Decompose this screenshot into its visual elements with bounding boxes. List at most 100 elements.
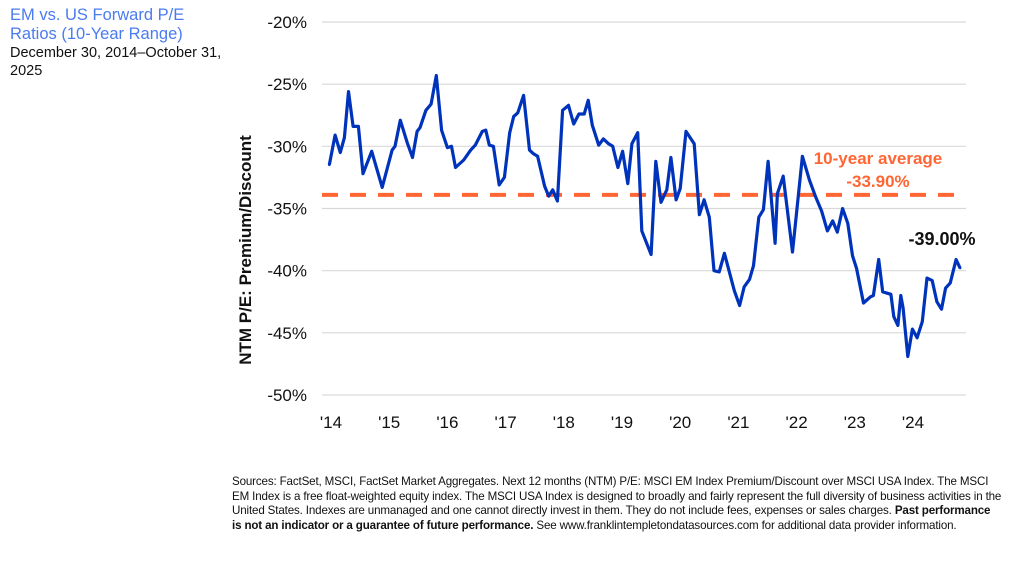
- x-tick-label: '20: [669, 413, 691, 432]
- data-point: [717, 270, 721, 274]
- data-point: [390, 148, 394, 152]
- data-point: [757, 216, 760, 219]
- data-point: [669, 156, 673, 159]
- data-point: [915, 336, 919, 340]
- y-axis-label: NTM P/E: Premium/Discount: [236, 135, 255, 365]
- data-point: [597, 143, 600, 147]
- data-point: [692, 142, 696, 146]
- data-point: [481, 130, 484, 133]
- x-tick-label: '21: [727, 413, 749, 432]
- data-point: [508, 131, 511, 134]
- y-tick-label: -30%: [267, 137, 307, 156]
- x-tick-label: '16: [436, 413, 458, 432]
- data-point: [435, 74, 438, 77]
- data-point: [752, 264, 755, 267]
- data-point: [665, 188, 669, 192]
- chart-date-range: December 30, 2014–October 31, 2025: [10, 45, 222, 79]
- data-point: [450, 145, 453, 148]
- y-tick-label: -45%: [267, 324, 307, 343]
- data-point: [925, 276, 929, 280]
- average-annotation-label: 10-year average: [814, 149, 943, 168]
- data-point: [801, 155, 804, 158]
- data-point: [370, 150, 373, 153]
- data-point: [469, 148, 472, 152]
- y-tick-label: -25%: [267, 75, 307, 94]
- data-point: [611, 145, 614, 148]
- title-block: EM vs. US Forward P/E Ratios (10-Year Ra…: [10, 6, 230, 80]
- data-point: [881, 290, 884, 294]
- data-point: [649, 253, 653, 256]
- data-point: [654, 160, 657, 163]
- footnote: Sources: FactSet, MSCI, FactSet Market A…: [232, 475, 1002, 533]
- data-point: [462, 158, 465, 162]
- data-point: [712, 269, 716, 272]
- data-point: [773, 242, 777, 245]
- data-point: [906, 355, 909, 358]
- data-point: [640, 229, 643, 233]
- x-tick-label: '22: [786, 413, 808, 432]
- data-point: [474, 143, 477, 147]
- data-point: [561, 109, 564, 112]
- data-point: [766, 160, 770, 163]
- data-point: [492, 145, 495, 148]
- y-tick-label: -50%: [267, 386, 307, 405]
- data-point: [602, 137, 605, 141]
- data-point: [630, 142, 634, 146]
- average-annotation-value: -33.90%: [846, 172, 909, 191]
- data-point: [415, 130, 419, 133]
- x-tick-label: '19: [611, 413, 633, 432]
- data-point: [626, 182, 630, 185]
- data-point: [406, 141, 409, 144]
- data-point: [944, 286, 947, 290]
- data-point: [532, 152, 535, 155]
- series-line: [327, 73, 962, 359]
- data-point: [782, 174, 785, 178]
- data-point: [877, 258, 880, 261]
- data-point: [958, 266, 962, 270]
- data-point: [899, 294, 902, 297]
- data-point: [791, 250, 794, 254]
- data-point: [551, 188, 554, 192]
- data-point: [556, 199, 559, 203]
- data-point: [347, 90, 350, 93]
- x-tick-label: '23: [844, 413, 866, 432]
- data-point: [814, 196, 818, 199]
- data-point: [587, 99, 590, 102]
- data-point: [543, 184, 546, 188]
- data-point: [343, 136, 346, 139]
- footnote-text: Sources: FactSet, MSCI, FactSet Market A…: [232, 475, 1002, 518]
- last-value-annotation: -39.00%: [908, 229, 975, 249]
- data-point: [869, 295, 872, 298]
- data-point: [381, 186, 384, 189]
- gridlines: [322, 21, 966, 396]
- x-tick-label: '15: [378, 413, 400, 432]
- data-point: [351, 125, 355, 128]
- data-point: [616, 166, 620, 169]
- data-point: [399, 119, 402, 122]
- x-axis-ticks: '14 '15 '16 '17 '18 '19 '20 '21 '22 '23 '24: [320, 413, 924, 432]
- data-point: [454, 166, 457, 169]
- data-point: [446, 146, 449, 149]
- chart-title: EM vs. US Forward P/E Ratios (10-Year Ra…: [10, 6, 185, 43]
- data-point: [862, 301, 865, 305]
- data-point: [836, 230, 839, 234]
- data-point: [855, 266, 858, 270]
- data-point: [762, 208, 765, 211]
- data-point: [820, 209, 823, 213]
- x-tick-label: '14: [320, 413, 342, 432]
- data-point: [940, 308, 943, 311]
- data-point: [889, 293, 893, 296]
- data-point: [328, 163, 331, 167]
- data-point: [708, 216, 711, 219]
- data-point: [582, 112, 586, 116]
- data-point: [949, 281, 952, 285]
- data-point: [698, 213, 701, 216]
- y-tick-label: -40%: [267, 262, 307, 281]
- data-point: [684, 130, 688, 133]
- data-point: [488, 143, 491, 147]
- data-point: [497, 183, 501, 187]
- footnote-disclaimer: Past performance is not an indicator or …: [232, 504, 991, 532]
- data-point: [528, 148, 531, 152]
- data-point: [776, 192, 779, 195]
- data-point: [733, 289, 736, 292]
